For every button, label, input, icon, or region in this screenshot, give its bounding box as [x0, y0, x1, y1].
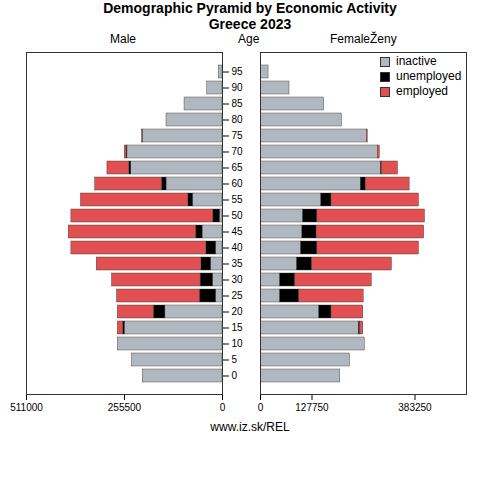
- svg-text:45: 45: [232, 226, 244, 237]
- html-text:inactive: inactive: [396, 54, 437, 68]
- svg-text:0: 0: [232, 370, 238, 381]
- svg-text:85: 85: [232, 98, 244, 109]
- html-text:unemployed: unemployed: [396, 69, 462, 83]
- svg-text:80: 80: [232, 114, 244, 125]
- svg-text:50: 50: [232, 210, 244, 221]
- html-text:employed: employed: [396, 84, 448, 98]
- html-text:Demographic Pyramid by Economi: Demographic Pyramid by Economic Activity: [103, 0, 397, 16]
- svg-text:60: 60: [232, 178, 244, 189]
- svg-text:25: 25: [232, 290, 244, 301]
- svg-text:15: 15: [232, 322, 244, 333]
- svg-text:55: 55: [232, 194, 244, 205]
- svg-text:90: 90: [232, 82, 244, 93]
- svg-text:75: 75: [232, 130, 244, 141]
- svg-text:511000: 511000: [10, 402, 43, 413]
- html-text:Male: Male: [110, 32, 136, 46]
- html-text:Greece 2023: Greece 2023: [208, 16, 292, 32]
- svg-text:127750: 127750: [295, 402, 329, 413]
- svg-text:0: 0: [220, 402, 226, 413]
- svg-text:65: 65: [232, 162, 244, 173]
- svg-text:40: 40: [232, 242, 244, 253]
- svg-text:10: 10: [232, 338, 244, 349]
- svg-text:35: 35: [232, 258, 244, 269]
- html-text:www.iz.sk/REL: www.iz.sk/REL: [210, 420, 290, 434]
- svg-text:0: 0: [258, 402, 264, 413]
- html-text:Age: Age: [238, 32, 260, 46]
- svg-text:5: 5: [232, 354, 238, 365]
- svg-text:70: 70: [232, 146, 244, 157]
- svg-text:20: 20: [232, 306, 244, 317]
- svg-text:95: 95: [232, 66, 244, 77]
- svg-text:383250: 383250: [398, 402, 432, 413]
- svg-text:30: 30: [232, 274, 244, 285]
- svg-text:255500: 255500: [108, 402, 142, 413]
- html-text:FemaleŽeny: FemaleŽeny: [330, 32, 397, 46]
